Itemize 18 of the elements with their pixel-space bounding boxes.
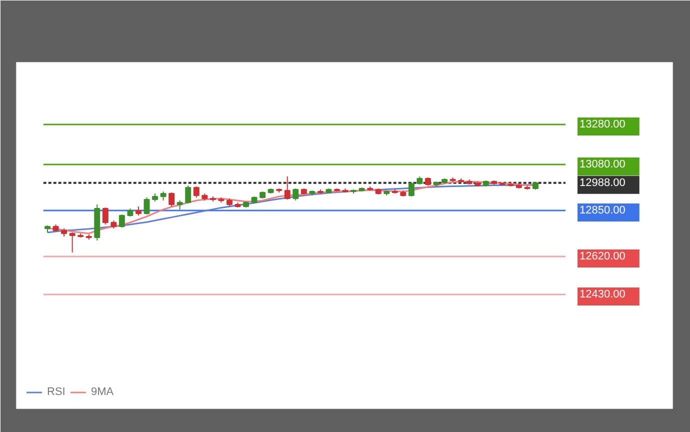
y-tick-label: 12988.00 bbox=[580, 176, 626, 189]
y-tick-label: 12850.00 bbox=[580, 204, 626, 216]
candlestick bbox=[284, 176, 290, 200]
candlestick bbox=[185, 185, 192, 204]
candlestick bbox=[168, 192, 175, 207]
candlestick bbox=[102, 207, 108, 225]
candlestick bbox=[292, 188, 299, 201]
y-tick-label: 13280.00 bbox=[580, 118, 626, 130]
candlestick bbox=[144, 197, 150, 215]
candlestick bbox=[69, 232, 76, 253]
candlestick bbox=[408, 182, 414, 197]
legend-label: 9MA bbox=[91, 386, 114, 398]
candlestick bbox=[193, 186, 200, 198]
legend-label: RSI bbox=[47, 386, 66, 398]
y-tick-label: 12620.00 bbox=[580, 250, 626, 262]
candlestick bbox=[118, 214, 125, 228]
y-tick-label: 13080.00 bbox=[580, 158, 626, 170]
y-tick-label: 12430.00 bbox=[580, 288, 626, 300]
